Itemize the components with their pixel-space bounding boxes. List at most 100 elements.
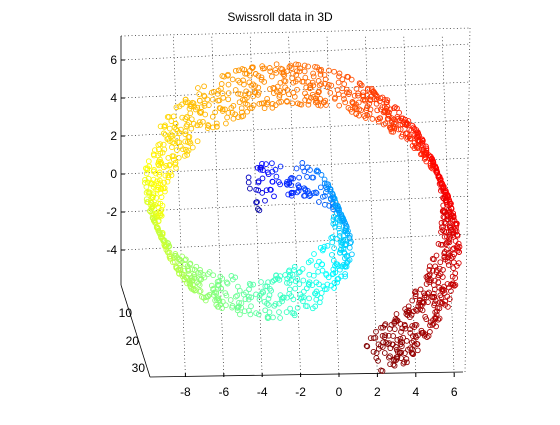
scatter-point [250, 102, 257, 109]
scatter-point [440, 266, 446, 273]
scatter-point [334, 236, 340, 242]
scatter-point [336, 73, 342, 80]
scatter-point [453, 224, 459, 231]
scatter-point [346, 257, 353, 263]
scatter-point [303, 285, 310, 292]
scatter-point [273, 173, 280, 180]
scatter-point [398, 329, 404, 335]
scatter-point [265, 302, 272, 308]
scatter-point [262, 283, 269, 290]
scatter-point [348, 109, 355, 115]
scatter-point [240, 113, 247, 119]
scatter-point [277, 181, 283, 188]
scatter-point [346, 244, 353, 251]
z-tick-label: 6 [110, 53, 117, 67]
z-grid-line [120, 81, 471, 99]
scatter-point [236, 299, 242, 306]
scatter-point [310, 73, 317, 80]
scatter-point [280, 89, 287, 96]
scatter-point [447, 201, 454, 208]
scatter-point [356, 80, 363, 87]
scatter-point [414, 307, 420, 314]
scatter-point [158, 233, 165, 239]
scatter-point [360, 89, 367, 96]
scatter-point [272, 166, 279, 173]
scatter-point [450, 234, 457, 240]
scatter-point [261, 100, 267, 106]
box-edge-right [464, 27, 471, 373]
scatter-point [306, 271, 313, 278]
scatter-point [293, 72, 300, 78]
scatter-point [244, 70, 250, 77]
scatter-point [336, 229, 343, 236]
scatter-point [262, 197, 268, 204]
z-tick-label: -2 [106, 205, 117, 219]
scatter-point [283, 309, 290, 315]
scatter-point [179, 270, 185, 277]
scatter-point [434, 169, 441, 175]
scatter-point [299, 266, 306, 272]
scatter-point [350, 100, 356, 107]
scatter-point [177, 267, 184, 274]
scatter-point [414, 341, 420, 347]
scatter-point [438, 187, 444, 194]
scatter-point [433, 311, 440, 318]
scatter-point [188, 125, 195, 132]
scatter-point [333, 202, 339, 209]
scatter-point [334, 216, 341, 222]
scatter-point [373, 100, 380, 107]
scatter-point [343, 241, 349, 248]
scatter-point [264, 314, 271, 320]
scatter-point [265, 279, 271, 286]
scatter-point [298, 295, 304, 302]
scatter-point [349, 251, 355, 258]
scatter-point [267, 186, 273, 193]
scatter-point [271, 277, 277, 284]
scatter-point [318, 66, 324, 73]
scatter-point [447, 215, 454, 222]
scatter-point [411, 139, 418, 146]
scatter-point [407, 135, 414, 142]
scatter-point [263, 187, 270, 194]
scatter-point [446, 239, 453, 246]
scatter-point [355, 90, 361, 97]
scatter-point [443, 194, 450, 201]
scatter-point [367, 93, 374, 100]
scatter-point [315, 168, 322, 175]
scatter-point [306, 295, 312, 302]
scatter-point [281, 77, 287, 84]
scatter-point [255, 84, 262, 91]
scatter-point [443, 229, 450, 235]
scatter-point [264, 95, 270, 102]
scatter-point [440, 207, 447, 214]
scatter-point [448, 288, 454, 294]
scatter-point [201, 100, 208, 107]
scatter-point [452, 282, 459, 288]
scatter-point [339, 240, 346, 247]
scatter-point [247, 282, 254, 288]
scatter-point [250, 281, 257, 288]
scatter-point [330, 216, 337, 223]
scatter-point [208, 282, 215, 289]
scatter-point [363, 343, 370, 349]
scatter-point [409, 339, 415, 346]
scatter-point [420, 147, 427, 154]
scatter-point [428, 164, 435, 171]
scatter-point [412, 142, 419, 149]
scatter-point [289, 100, 296, 107]
scatter-point [315, 78, 322, 84]
scatter-point [178, 126, 184, 133]
scatter-point [290, 189, 297, 196]
scatter-point [182, 257, 188, 264]
scatter-point [181, 153, 188, 159]
scatter-point [173, 104, 180, 111]
scatter-point [403, 356, 410, 362]
scatter-point [291, 93, 298, 100]
scatter-point [183, 123, 190, 130]
scatter-point [362, 115, 369, 121]
scatter-point [254, 164, 261, 171]
scatter-point [399, 131, 406, 138]
scatter-point [373, 328, 379, 335]
z-grid-line [120, 157, 471, 175]
